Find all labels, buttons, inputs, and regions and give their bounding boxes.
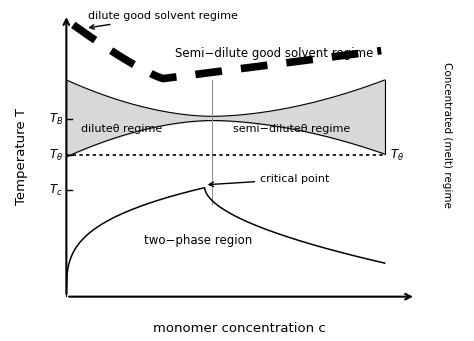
Text: diluteθ regime: diluteθ regime — [81, 124, 163, 134]
Text: two−phase region: two−phase region — [144, 234, 252, 247]
Text: dilute good solvent regime: dilute good solvent regime — [88, 11, 238, 29]
Text: Temperature T: Temperature T — [15, 108, 28, 205]
Text: $T_{\theta}$: $T_{\theta}$ — [390, 148, 404, 163]
Text: $T_c$: $T_c$ — [49, 183, 63, 198]
Text: critical point: critical point — [209, 174, 329, 187]
Text: Semi−dilute good solvent regime: Semi−dilute good solvent regime — [175, 47, 373, 60]
Text: $T_B$: $T_B$ — [48, 112, 63, 127]
Text: $T_{\theta}$: $T_{\theta}$ — [49, 148, 63, 163]
Text: semi−diluteθ regime: semi−diluteθ regime — [233, 124, 350, 134]
Text: Concentrated (melt) regime: Concentrated (melt) regime — [442, 62, 452, 207]
Text: monomer concentration c: monomer concentration c — [153, 322, 326, 335]
